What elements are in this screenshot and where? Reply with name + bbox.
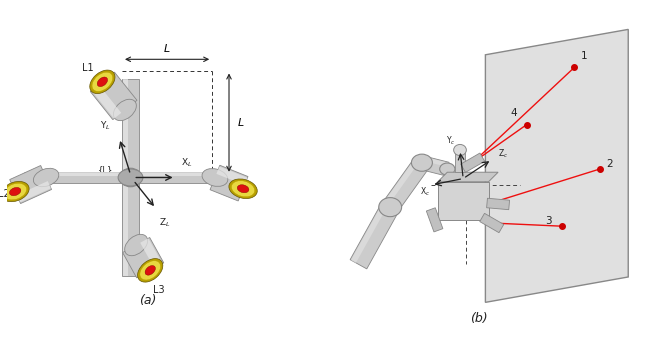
Polygon shape [23,172,237,176]
Polygon shape [420,156,449,176]
Polygon shape [123,79,128,276]
Text: Z$_L$: Z$_L$ [159,217,170,229]
Text: L2: L2 [0,189,10,199]
Polygon shape [92,85,121,119]
Ellipse shape [229,179,257,198]
Polygon shape [350,203,399,269]
Polygon shape [485,29,628,302]
Polygon shape [123,237,163,278]
Ellipse shape [92,72,113,91]
Ellipse shape [440,163,455,175]
Bar [486,198,510,210]
Ellipse shape [1,181,29,202]
Polygon shape [140,238,162,268]
Text: Z$_c$: Z$_c$ [498,147,509,160]
Bar [461,153,484,172]
Bar [438,182,488,220]
Ellipse shape [145,266,155,275]
Ellipse shape [118,169,143,186]
Text: L: L [164,44,170,54]
Polygon shape [383,158,429,212]
Ellipse shape [113,99,137,121]
Text: 3: 3 [545,216,552,226]
Bar [426,208,443,232]
Text: {L}: {L} [98,165,113,174]
Text: 1: 1 [580,51,587,61]
Ellipse shape [454,145,466,156]
Ellipse shape [231,181,255,197]
Polygon shape [351,203,388,263]
Text: X$_L$: X$_L$ [181,157,192,169]
Ellipse shape [34,168,59,187]
Text: Y$_c$: Y$_c$ [446,135,456,147]
Polygon shape [122,79,139,276]
Text: L1: L1 [82,62,94,72]
Ellipse shape [9,187,21,196]
Text: L: L [237,118,244,128]
Text: Y$_L$: Y$_L$ [100,120,111,132]
Text: 2: 2 [606,159,612,169]
Ellipse shape [140,261,161,280]
Bar [455,153,465,172]
Ellipse shape [4,183,27,200]
Polygon shape [23,171,237,184]
Text: L4: L4 [237,189,249,199]
Polygon shape [17,181,51,202]
Polygon shape [384,158,419,206]
Text: (b): (b) [470,312,488,325]
Polygon shape [210,165,248,201]
Ellipse shape [379,198,401,217]
Ellipse shape [137,259,163,282]
Text: X$_c$: X$_c$ [420,186,430,198]
Ellipse shape [125,234,147,256]
Ellipse shape [237,185,249,193]
Text: 4: 4 [511,108,517,118]
Bar [480,213,504,233]
Ellipse shape [97,77,108,87]
Ellipse shape [120,168,141,187]
Polygon shape [90,72,137,120]
Text: (a): (a) [139,294,156,307]
Text: L3: L3 [153,285,164,295]
Polygon shape [438,172,498,182]
Polygon shape [422,157,449,167]
Polygon shape [9,166,52,204]
Ellipse shape [411,154,432,171]
Ellipse shape [202,169,228,186]
Polygon shape [216,167,247,185]
Ellipse shape [90,70,115,93]
